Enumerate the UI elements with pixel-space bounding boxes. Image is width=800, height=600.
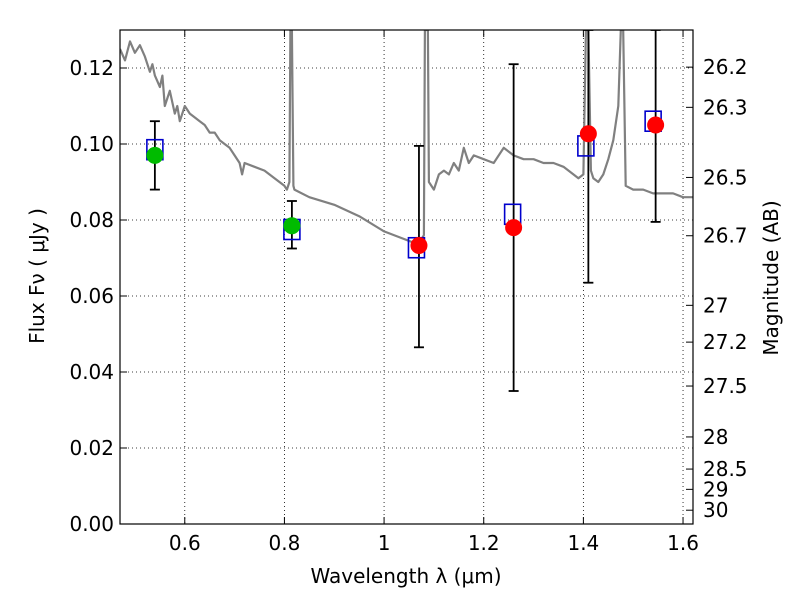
y-tick-label: 0.00 — [69, 512, 114, 536]
magnitude-tick-label: 27 — [703, 293, 728, 317]
magnitude-tick-label: 26.5 — [703, 165, 748, 189]
magnitude-tick-label: 29 — [703, 477, 728, 501]
magnitude-tick-label: 26.2 — [703, 55, 748, 79]
template-spectrum-line — [120, 30, 693, 244]
template-spectrum-layer — [120, 30, 693, 244]
magnitude-tick-label: 26.3 — [703, 95, 748, 119]
magnitude-tick-label: 28 — [703, 425, 728, 449]
photometry-red-point — [410, 236, 428, 254]
y-tick-label: 0.02 — [69, 436, 114, 460]
photometry-red-point — [647, 116, 665, 134]
magnitude-tick-label: 27.2 — [703, 330, 748, 354]
y-tick-label: 0.04 — [69, 360, 114, 384]
grid — [120, 30, 693, 525]
y-tick-label: 0.06 — [69, 284, 114, 308]
x-tick-label: 1.6 — [667, 531, 699, 555]
x-axis-title: Wavelength λ (μm) — [310, 564, 501, 588]
photometry-red-point — [579, 125, 597, 143]
photometry-layer — [146, 116, 665, 254]
photometry-green-point — [283, 217, 301, 235]
y-ticks: 0.00 0.02 0.04 0.06 0.08 0.10 0.12 — [69, 56, 127, 536]
x-tick-label: 1.4 — [567, 531, 599, 555]
y-tick-label: 0.08 — [69, 208, 114, 232]
x-tick-label: 0.8 — [269, 531, 301, 555]
magnitude-tick-label: 28.5 — [703, 457, 748, 481]
photometry-green-point — [146, 146, 164, 164]
x-ticks: 0.6 0.8 1 1.2 1.4 1.6 — [169, 30, 699, 555]
x-tick-label: 1.2 — [468, 531, 500, 555]
plot-frame — [119, 29, 694, 525]
magnitude-tick-label: 30 — [703, 498, 728, 522]
axes — [119, 29, 694, 525]
y-tick-label: 0.12 — [69, 56, 114, 80]
y-axis-title: Flux Fν ( μJy ) — [25, 208, 49, 344]
photometry-red-point — [505, 219, 523, 237]
x-tick-label: 0.6 — [169, 531, 201, 555]
y-tick-label: 0.10 — [69, 132, 114, 156]
magnitude-tick-label: 26.7 — [703, 224, 748, 248]
magnitude-tick-label: 27.5 — [703, 374, 748, 398]
magnitude-axis-title: Magnitude (AB) — [759, 200, 783, 355]
x-tick-label: 1 — [378, 531, 391, 555]
